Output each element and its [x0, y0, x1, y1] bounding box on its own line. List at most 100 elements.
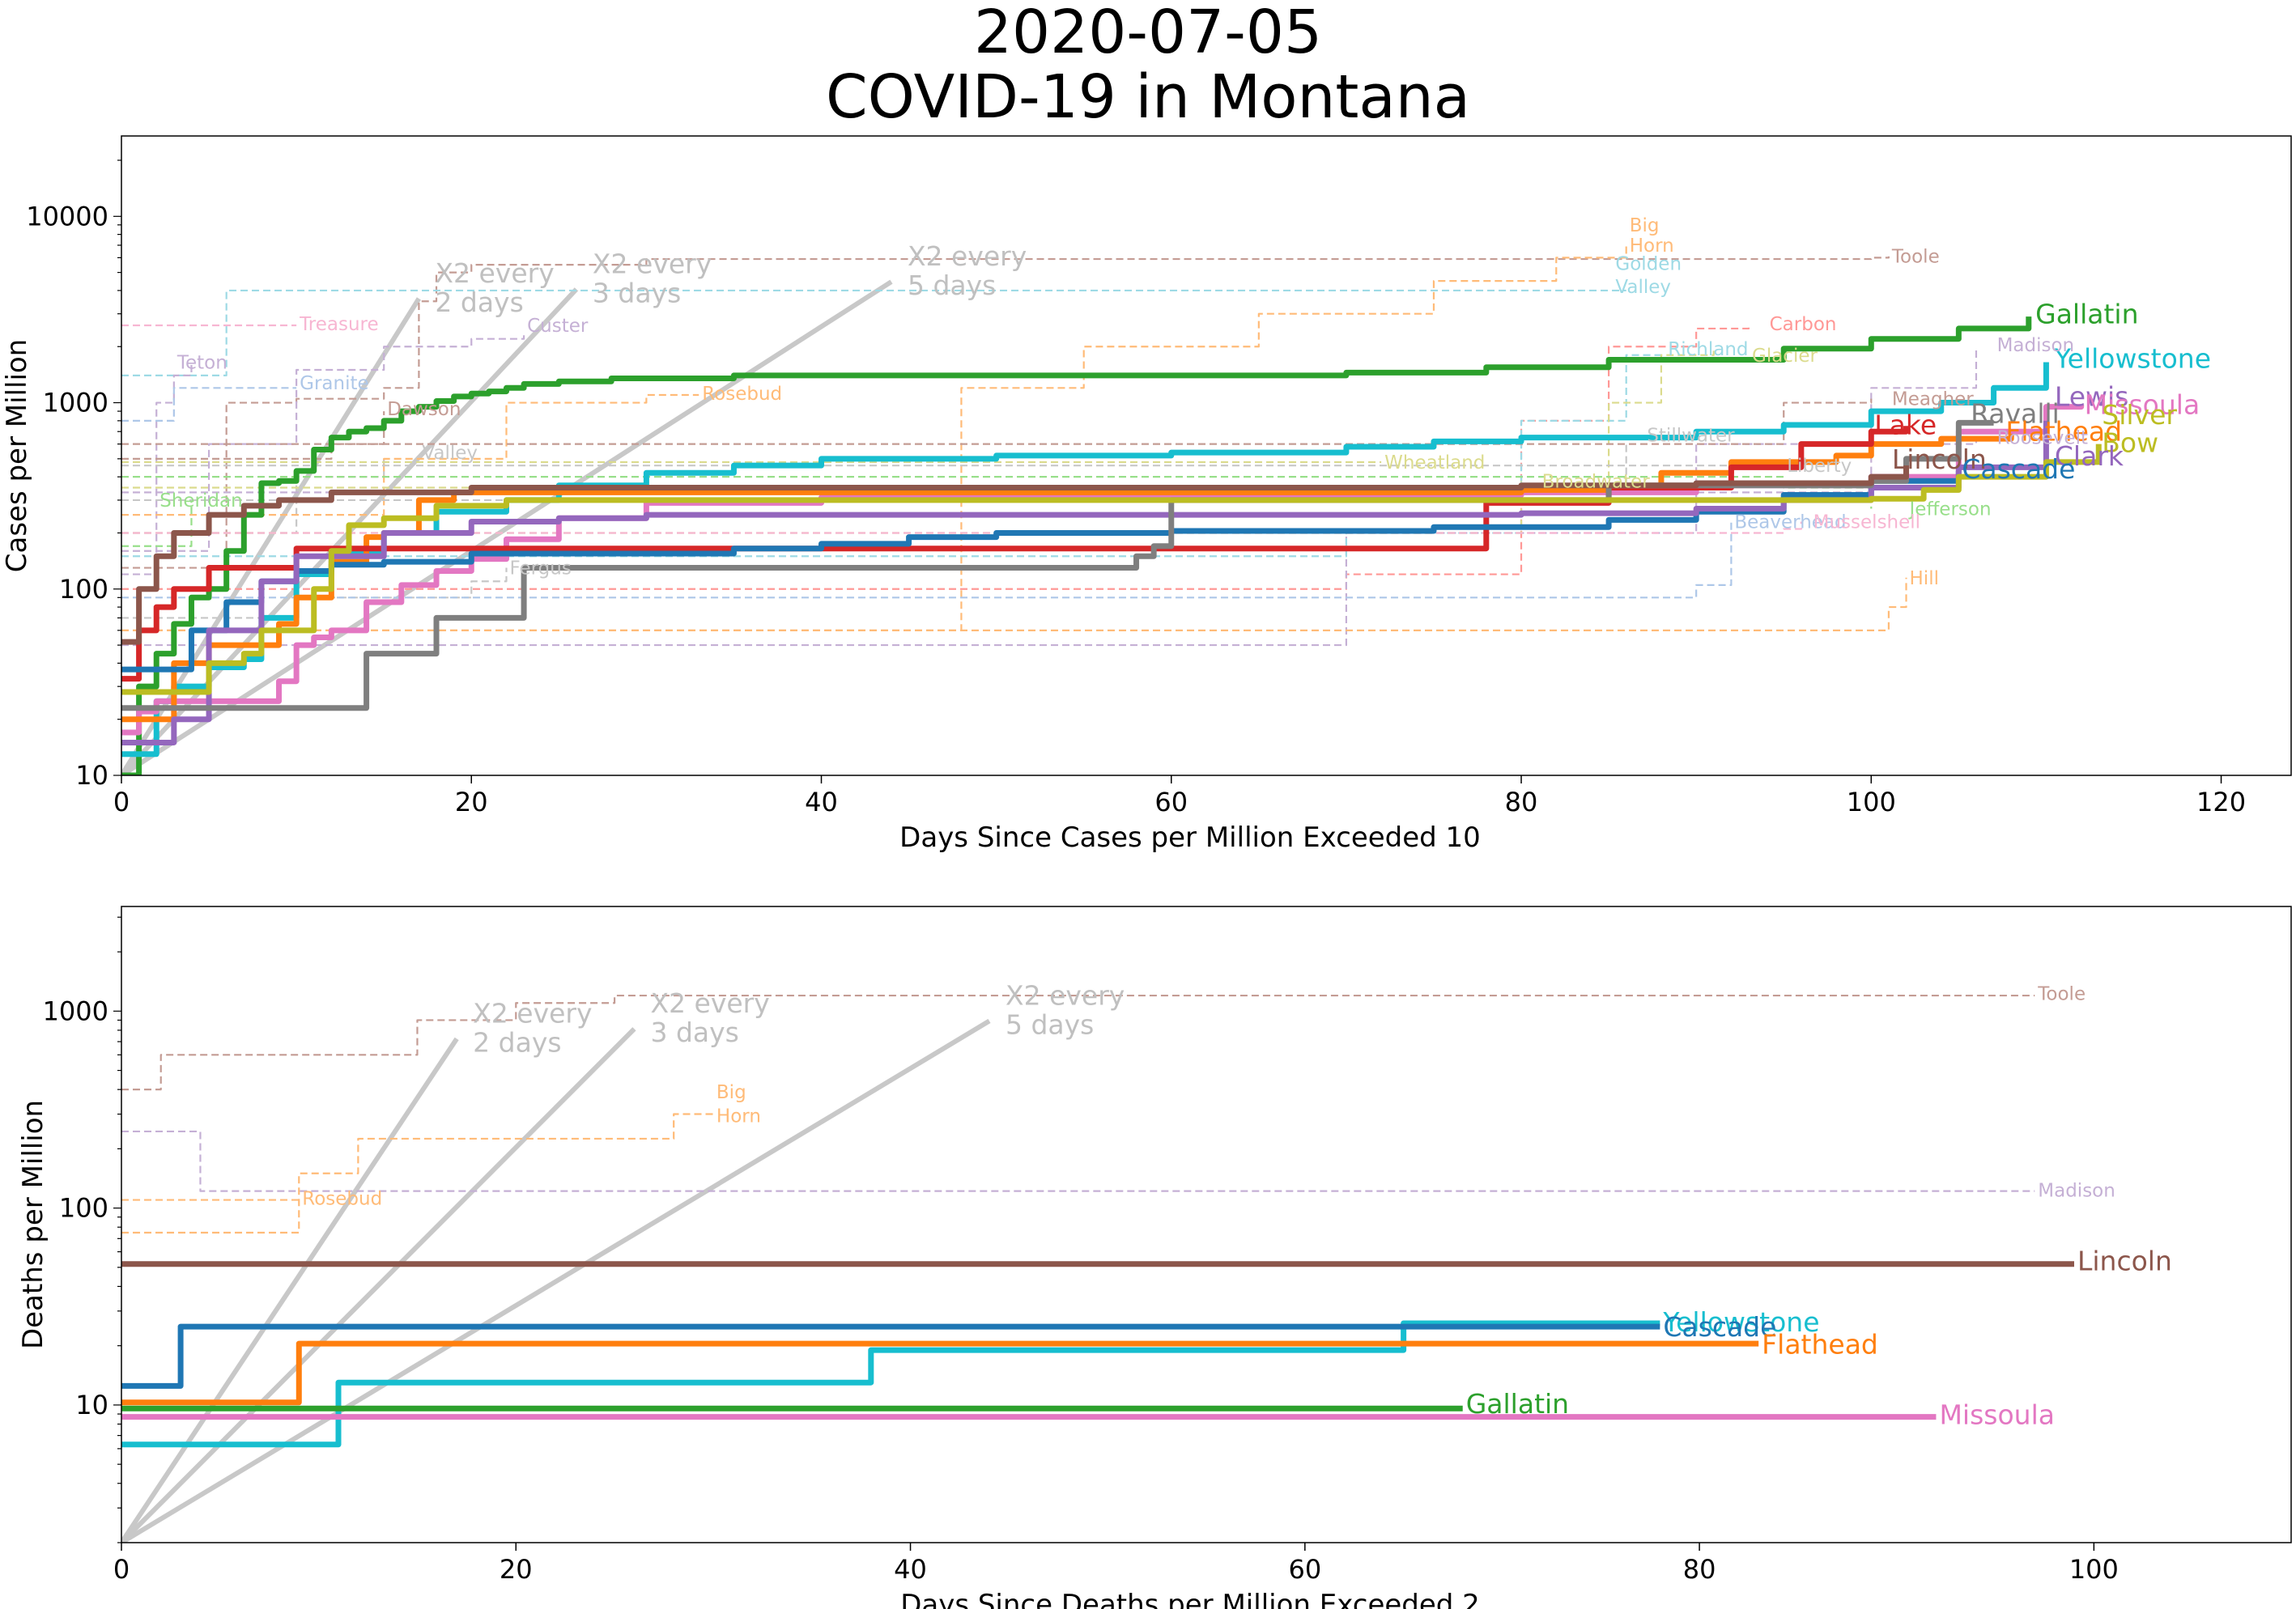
deaths-guide-label-5-days-line2: 5 days	[1006, 1008, 1094, 1040]
cases-xtick-label: 100	[1847, 787, 1896, 817]
deaths-plot-area	[121, 994, 2074, 1543]
cases-xtick-label: 60	[1154, 787, 1188, 817]
cases-label-teton: Teton	[176, 352, 227, 373]
deaths-x-axis-label: Days Since Deaths per Million Exceeded 2	[900, 1589, 1480, 1609]
cases-label-wheatland: Wheatland	[1384, 452, 1485, 473]
cases-series-rosebud	[121, 393, 699, 516]
cases-label-stillwater: Stillwater	[1647, 426, 1735, 447]
cases-axes-frame	[121, 135, 2292, 776]
cases-xtick-label: 120	[2196, 787, 2246, 817]
cases-series-meagher	[121, 398, 1873, 445]
cases-x-axis-label: Days Since Cases per Million Exceeded 10	[899, 821, 1481, 854]
deaths-label-madison: Madison	[2038, 1181, 2115, 1202]
cases-guide-label-3-days-line2: 3 days	[593, 277, 681, 308]
cases-guide-label-3-days-line1: X2 every	[593, 248, 712, 279]
cases-label-madison: Madison	[1997, 335, 2075, 356]
deaths-ytick-label: 10	[75, 1390, 108, 1420]
deaths-guide-label-2-days-line2: 2 days	[473, 1026, 561, 1058]
chart-title-date: 2020-07-05	[973, 0, 1323, 67]
deaths-xtick-label: 0	[113, 1554, 130, 1585]
deaths-series-big-horn	[121, 1113, 713, 1234]
deaths-label-flathead: Flathead	[1762, 1329, 1878, 1361]
deaths-label-rosebud: Rosebud	[302, 1189, 382, 1210]
cases-xtick-label: 0	[113, 787, 130, 817]
cases-series-roosevelt	[121, 437, 1978, 494]
cases-series-ravalli	[121, 419, 1994, 711]
cases-label-treasure: Treasure	[299, 314, 379, 335]
cases-label-lincoln: Lincoln	[1892, 444, 1987, 475]
deaths-series-toole	[121, 994, 2035, 1091]
deaths-series-madison	[121, 1130, 2035, 1192]
cases-label-carbon: Carbon	[1770, 314, 1837, 335]
cases-label-gallatin: Gallatin	[2035, 298, 2138, 329]
deaths-label-lincoln: Lincoln	[2077, 1246, 2172, 1277]
cases-label-musselshell: Musselshell	[1813, 512, 1920, 533]
cases-xtick-label: 20	[455, 787, 488, 817]
cases-series-lake	[121, 426, 1910, 682]
deaths-label-cascade: Cascade	[1663, 1311, 1776, 1343]
cases-label-lake: Lake	[1874, 409, 1937, 440]
cases-label-rosebud: Rosebud	[702, 384, 782, 405]
cases-label-beaverhead: Beaverhead	[1734, 512, 1846, 533]
cases-series-gallatin	[121, 316, 2032, 775]
cases-label-richland: Richland	[1668, 339, 1748, 360]
cases-label-silver: Silver	[2102, 399, 2177, 431]
deaths-guide-line-5-days	[121, 1018, 991, 1543]
deaths-series-cascade	[121, 1323, 1660, 1389]
deaths-xtick-label: 20	[500, 1554, 533, 1585]
deaths-guide-label-5-days-line1: X2 every	[1006, 979, 1125, 1011]
cases-label-valley: Valley	[422, 443, 478, 464]
deaths-label-horn: Horn	[716, 1106, 761, 1127]
cases-guide-line-2-days	[121, 297, 421, 775]
cases-label-broadwater: Broadwater	[1542, 471, 1651, 492]
deaths-series-flathead	[121, 1340, 1759, 1406]
cases-label-roosevelt: Roosevelt	[1997, 428, 2088, 449]
deaths-xtick-label: 100	[2069, 1554, 2119, 1585]
deaths-xtick-label: 60	[1288, 1554, 1321, 1585]
deaths-label-missoula: Missoula	[1939, 1399, 2055, 1430]
cases-label-granite: Granite	[300, 373, 369, 394]
chart-title: COVID-19 in Montana	[825, 62, 1471, 132]
cases-label-jefferson: Jefferson	[1908, 499, 1992, 520]
cases-ytick-label: 10	[75, 760, 108, 791]
cases-label-big: Big	[1630, 215, 1660, 236]
cases-label-glacier: Glacier	[1752, 346, 1818, 367]
cases-label-lewis: Lewis	[2055, 381, 2128, 413]
deaths-y-axis-label: Deaths per Million	[17, 1100, 49, 1349]
cases-label-toole: Toole	[1891, 247, 1940, 268]
deaths-axes-frame	[121, 906, 2292, 1543]
cases-series-musselshell	[121, 521, 1802, 534]
cases-guide-label-2-days-line2: 2 days	[435, 287, 523, 318]
cases-label-meagher: Meagher	[1892, 389, 1974, 410]
cases-series-yellowstone	[121, 362, 2049, 758]
deaths-guide-line-3-days	[121, 1027, 636, 1543]
cases-label-valley: Valley	[1615, 277, 1671, 298]
cases-label-flathead: Flathead	[2005, 416, 2122, 448]
deaths-guide-label-2-days-line1: X2 every	[473, 997, 592, 1029]
deaths-guide-label-3-days-line1: X2 every	[650, 987, 769, 1019]
cases-series-silver-bow	[121, 444, 2102, 695]
cases-plot-area	[121, 244, 2102, 775]
cases-guide-line-5-days	[121, 279, 893, 775]
cases-series-dawson	[121, 411, 385, 460]
deaths-xtick-label: 80	[1683, 1554, 1716, 1585]
cases-guide-label-5-days-line1: X2 every	[908, 240, 1027, 272]
deaths-label-toole: Toole	[2037, 983, 2086, 1004]
cases-guide-label-2-days-line1: X2 every	[435, 257, 554, 289]
cases-series-sheridan	[121, 499, 193, 547]
cases-label-ravalli: Ravalli	[1971, 398, 2060, 430]
cases-label-cascade: Cascade	[1962, 453, 2075, 485]
cases-ytick-label: 1000	[43, 388, 108, 418]
cases-series-granite	[121, 387, 297, 422]
cases-series-madison	[121, 346, 1978, 647]
deaths-xtick-label: 40	[894, 1554, 927, 1585]
cases-y-axis-label: Cases per Million	[1, 339, 33, 573]
cases-xtick-label: 80	[1505, 787, 1538, 817]
deaths-guide-line-2-days	[121, 1037, 459, 1543]
deaths-ytick-label: 100	[59, 1193, 108, 1224]
cases-series-teton	[121, 364, 193, 575]
cases-label-hill: Hill	[1910, 568, 1939, 589]
